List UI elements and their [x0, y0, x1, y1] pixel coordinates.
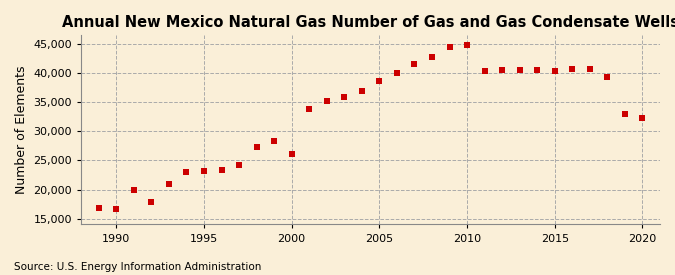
Point	[549, 69, 560, 73]
Text: Source: U.S. Energy Information Administration: Source: U.S. Energy Information Administ…	[14, 262, 261, 272]
Point	[392, 70, 402, 75]
Point	[339, 95, 350, 99]
Point	[356, 89, 367, 93]
Point	[532, 67, 543, 72]
Point	[427, 55, 437, 60]
Y-axis label: Number of Elements: Number of Elements	[15, 66, 28, 194]
Point	[637, 116, 648, 120]
Point	[181, 169, 192, 174]
Point	[216, 167, 227, 172]
Point	[286, 152, 297, 156]
Point	[585, 67, 595, 71]
Point	[269, 139, 279, 144]
Point	[479, 69, 490, 73]
Point	[234, 163, 244, 167]
Point	[620, 112, 630, 117]
Point	[497, 68, 508, 72]
Title: Annual New Mexico Natural Gas Number of Gas and Gas Condensate Wells: Annual New Mexico Natural Gas Number of …	[62, 15, 675, 30]
Point	[111, 207, 122, 211]
Point	[462, 43, 472, 47]
Point	[321, 98, 332, 103]
Point	[93, 206, 104, 210]
Point	[567, 66, 578, 71]
Point	[251, 145, 262, 149]
Point	[602, 75, 613, 79]
Point	[128, 187, 139, 192]
Point	[163, 182, 174, 186]
Point	[374, 79, 385, 84]
Point	[198, 169, 209, 173]
Point	[444, 45, 455, 49]
Point	[409, 62, 420, 66]
Point	[514, 68, 525, 72]
Point	[146, 200, 157, 204]
Point	[304, 106, 315, 111]
